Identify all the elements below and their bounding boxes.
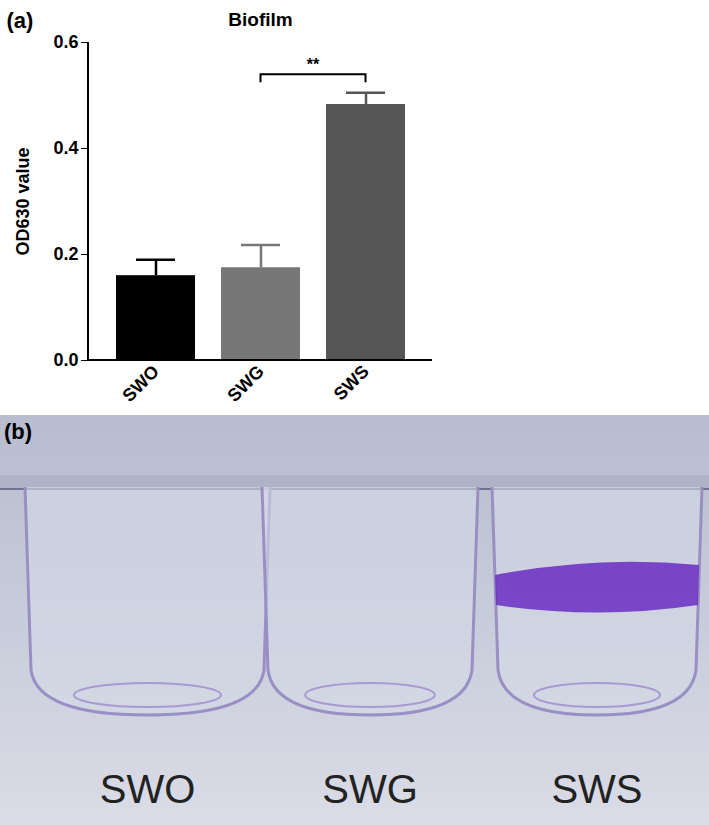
svg-text:(b): (b) xyxy=(4,419,32,444)
svg-text:OD630 value: OD630 value xyxy=(13,147,33,255)
svg-text:0.2: 0.2 xyxy=(53,244,78,264)
svg-text:SWG: SWG xyxy=(322,767,418,811)
svg-text:SWS: SWS xyxy=(551,767,642,811)
svg-text:(a): (a) xyxy=(7,8,34,33)
svg-text:SWG: SWG xyxy=(223,361,268,406)
svg-text:SWO: SWO xyxy=(118,361,163,406)
svg-text:SWS: SWS xyxy=(330,361,373,404)
svg-text:**: ** xyxy=(307,56,320,73)
svg-text:SWO: SWO xyxy=(100,767,196,811)
svg-text:Biofilm: Biofilm xyxy=(228,9,292,30)
svg-text:0.0: 0.0 xyxy=(53,350,78,370)
svg-text:0.6: 0.6 xyxy=(53,32,78,52)
svg-text:0.4: 0.4 xyxy=(53,138,78,158)
